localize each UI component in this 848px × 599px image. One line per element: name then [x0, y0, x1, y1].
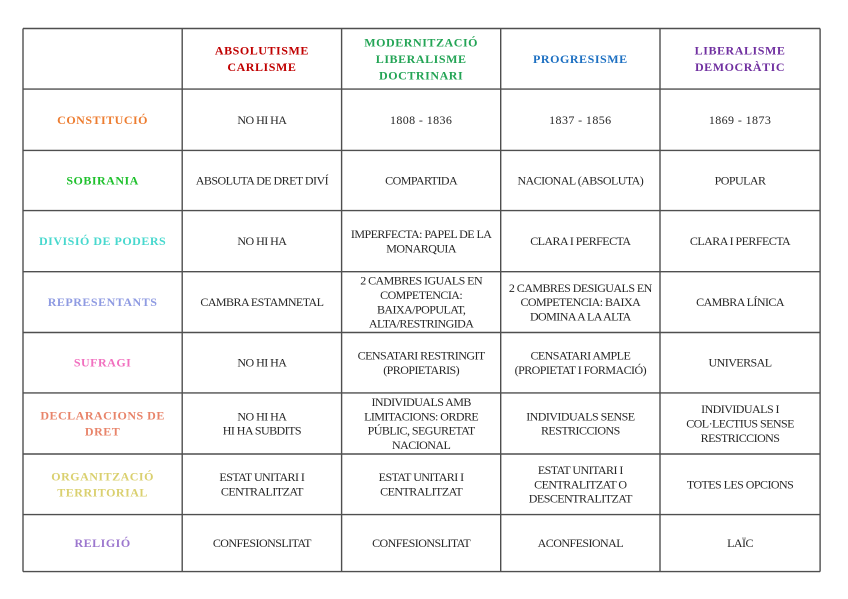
svg-text:ACONFESIONAL: ACONFESIONAL [538, 536, 624, 550]
svg-text:DEMOCRÀTIC: DEMOCRÀTIC [695, 60, 785, 74]
svg-text:REPRESENTANTS: REPRESENTANTS [48, 295, 158, 309]
svg-text:MODERNITZACIÓ: MODERNITZACIÓ [364, 35, 478, 49]
svg-text:DESCENTRALITZAT: DESCENTRALITZAT [529, 492, 633, 506]
svg-text:INDIVIDUALS AMB: INDIVIDUALS AMB [371, 395, 471, 409]
svg-text:DOMINA A LA ALTA: DOMINA A LA ALTA [530, 309, 632, 323]
svg-text:COMPETENCIA:: COMPETENCIA: [380, 288, 462, 302]
svg-text:ESTAT UNITARI I: ESTAT UNITARI I [219, 470, 304, 484]
svg-text:SUFRAGI: SUFRAGI [74, 356, 132, 370]
svg-text:1869 - 1873: 1869 - 1873 [709, 113, 771, 127]
svg-text:LIBERALISME: LIBERALISME [376, 52, 467, 66]
svg-text:LIMITACIONS: ORDRE: LIMITACIONS: ORDRE [364, 409, 478, 423]
svg-text:TERRITORIAL: TERRITORIAL [57, 485, 148, 499]
svg-text:CARLISME: CARLISME [227, 60, 296, 74]
svg-text:DOCTRINARI: DOCTRINARI [379, 68, 463, 82]
svg-text:NO HI HA: NO HI HA [237, 234, 287, 248]
svg-text:MONARQUIA: MONARQUIA [386, 241, 457, 255]
svg-text:DRET: DRET [85, 424, 120, 438]
svg-text:CONFESIONSLITAT: CONFESIONSLITAT [372, 536, 471, 550]
svg-text:IMPERFECTA: PAPEL DE LA: IMPERFECTA: PAPEL DE LA [351, 227, 492, 241]
svg-text:NACIONAL (ABSOLUTA): NACIONAL (ABSOLUTA) [517, 174, 643, 188]
svg-text:ESTAT UNITARI I: ESTAT UNITARI I [538, 463, 623, 477]
svg-text:INDIVIDUALS I: INDIVIDUALS I [701, 402, 779, 416]
svg-text:NO HI HA: NO HI HA [237, 409, 287, 423]
svg-text:ABSOLUTA DE DRET DIVÍ: ABSOLUTA DE DRET DIVÍ [196, 174, 329, 188]
svg-text:ABSOLUTISME: ABSOLUTISME [215, 44, 309, 58]
svg-text:COL·LECTIUS SENSE: COL·LECTIUS SENSE [686, 416, 794, 430]
svg-text:CENTRALITZAT: CENTRALITZAT [221, 484, 304, 498]
svg-text:RELIGIÓ: RELIGIÓ [75, 536, 131, 550]
svg-text:NO HI HA: NO HI HA [237, 356, 287, 370]
svg-text:ESTAT UNITARI I: ESTAT UNITARI I [379, 470, 464, 484]
svg-text:NO HI HA: NO HI HA [237, 113, 287, 127]
svg-text:NACIONAL: NACIONAL [392, 438, 450, 452]
svg-text:DIVISIÓ DE PODERS: DIVISIÓ DE PODERS [39, 234, 166, 248]
svg-text:CLARA I PERFECTA: CLARA I PERFECTA [530, 234, 631, 248]
svg-text:1808 - 1836: 1808 - 1836 [390, 113, 452, 127]
svg-text:LAÏC: LAÏC [727, 536, 753, 550]
svg-text:DECLARACIONS DE: DECLARACIONS DE [40, 408, 165, 422]
svg-text:CLARA I PERFECTA: CLARA I PERFECTA [690, 234, 791, 248]
svg-text:HI HA SUBDITS: HI HA SUBDITS [223, 424, 301, 438]
svg-text:TOTES LES OPCIONS: TOTES LES OPCIONS [687, 477, 793, 491]
svg-text:PROGRESISME: PROGRESISME [533, 52, 628, 66]
svg-text:CENTRALITZAT O: CENTRALITZAT O [534, 477, 627, 491]
svg-text:CENSATARI RESTRINGIT: CENSATARI RESTRINGIT [358, 349, 486, 363]
svg-text:2 CAMBRES DESIGUALS EN: 2 CAMBRES DESIGUALS EN [509, 281, 653, 295]
svg-text:ORGANITZACIÓ: ORGANITZACIÓ [51, 469, 154, 483]
svg-text:SOBIRANIA: SOBIRANIA [66, 174, 139, 188]
svg-text:(PROPIETARIS): (PROPIETARIS) [383, 363, 459, 377]
svg-text:POPULAR: POPULAR [715, 174, 766, 188]
svg-text:CAMBRA LÍNICA: CAMBRA LÍNICA [696, 295, 785, 309]
svg-text:ALTA/RESTRINGIDA: ALTA/RESTRINGIDA [369, 317, 474, 331]
svg-text:2 CAMBRES IGUALS EN: 2 CAMBRES IGUALS EN [360, 274, 483, 288]
svg-text:BAIXA/POPULAT,: BAIXA/POPULAT, [377, 302, 466, 316]
svg-text:UNIVERSAL: UNIVERSAL [709, 356, 772, 370]
svg-text:COMPETENCIA: BAIXA: COMPETENCIA: BAIXA [520, 295, 641, 309]
svg-text:PÚBLIC, SEGURETAT: PÚBLIC, SEGURETAT [368, 424, 476, 438]
svg-text:INDIVIDUALS SENSE: INDIVIDUALS SENSE [526, 409, 635, 423]
svg-text:(PROPIETAT I FORMACIÓ): (PROPIETAT I FORMACIÓ) [515, 363, 647, 377]
svg-text:CAMBRA ESTAMNETAL: CAMBRA ESTAMNETAL [200, 295, 323, 309]
svg-text:CENSATARI AMPLE: CENSATARI AMPLE [530, 349, 630, 363]
svg-text:RESTRICCIONS: RESTRICCIONS [701, 431, 780, 445]
svg-text:RESTRICCIONS: RESTRICCIONS [541, 424, 620, 438]
svg-text:1837 - 1856: 1837 - 1856 [549, 113, 611, 127]
svg-text:CONSTITUCIÓ: CONSTITUCIÓ [57, 113, 148, 127]
svg-text:LIBERALISME: LIBERALISME [695, 44, 786, 58]
svg-text:CONFESIONSLITAT: CONFESIONSLITAT [213, 536, 312, 550]
svg-text:COMPARTIDA: COMPARTIDA [385, 174, 458, 188]
svg-text:CENTRALITZAT: CENTRALITZAT [380, 484, 463, 498]
